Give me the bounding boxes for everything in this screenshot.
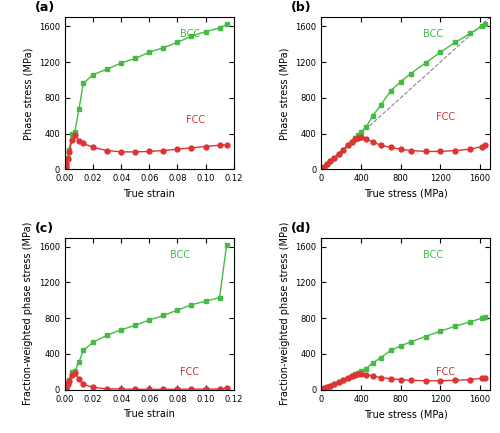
- Y-axis label: Phase stress (MPa): Phase stress (MPa): [280, 47, 290, 139]
- Text: (d): (d): [291, 222, 312, 235]
- Text: FCC: FCC: [186, 115, 206, 125]
- X-axis label: True strain: True strain: [124, 189, 176, 199]
- Y-axis label: Phase stress (MPa): Phase stress (MPa): [24, 47, 34, 139]
- Y-axis label: Fraction-weighted phase stress (MPa): Fraction-weighted phase stress (MPa): [24, 222, 34, 405]
- Text: FCC: FCC: [436, 112, 455, 122]
- Text: (c): (c): [34, 222, 54, 235]
- X-axis label: True strain: True strain: [124, 409, 176, 419]
- Text: BCC: BCC: [422, 250, 442, 260]
- Text: BCC: BCC: [180, 29, 200, 39]
- Text: BCC: BCC: [422, 29, 442, 39]
- Text: FCC: FCC: [436, 367, 455, 377]
- Text: (b): (b): [291, 1, 312, 14]
- X-axis label: True stress (MPa): True stress (MPa): [364, 189, 448, 199]
- Text: (a): (a): [34, 1, 55, 14]
- Text: FCC: FCC: [180, 367, 199, 377]
- X-axis label: True stress (MPa): True stress (MPa): [364, 409, 448, 419]
- Text: BCC: BCC: [170, 250, 190, 260]
- Y-axis label: Fraction-weighted phase stress (MPa): Fraction-weighted phase stress (MPa): [280, 222, 290, 405]
